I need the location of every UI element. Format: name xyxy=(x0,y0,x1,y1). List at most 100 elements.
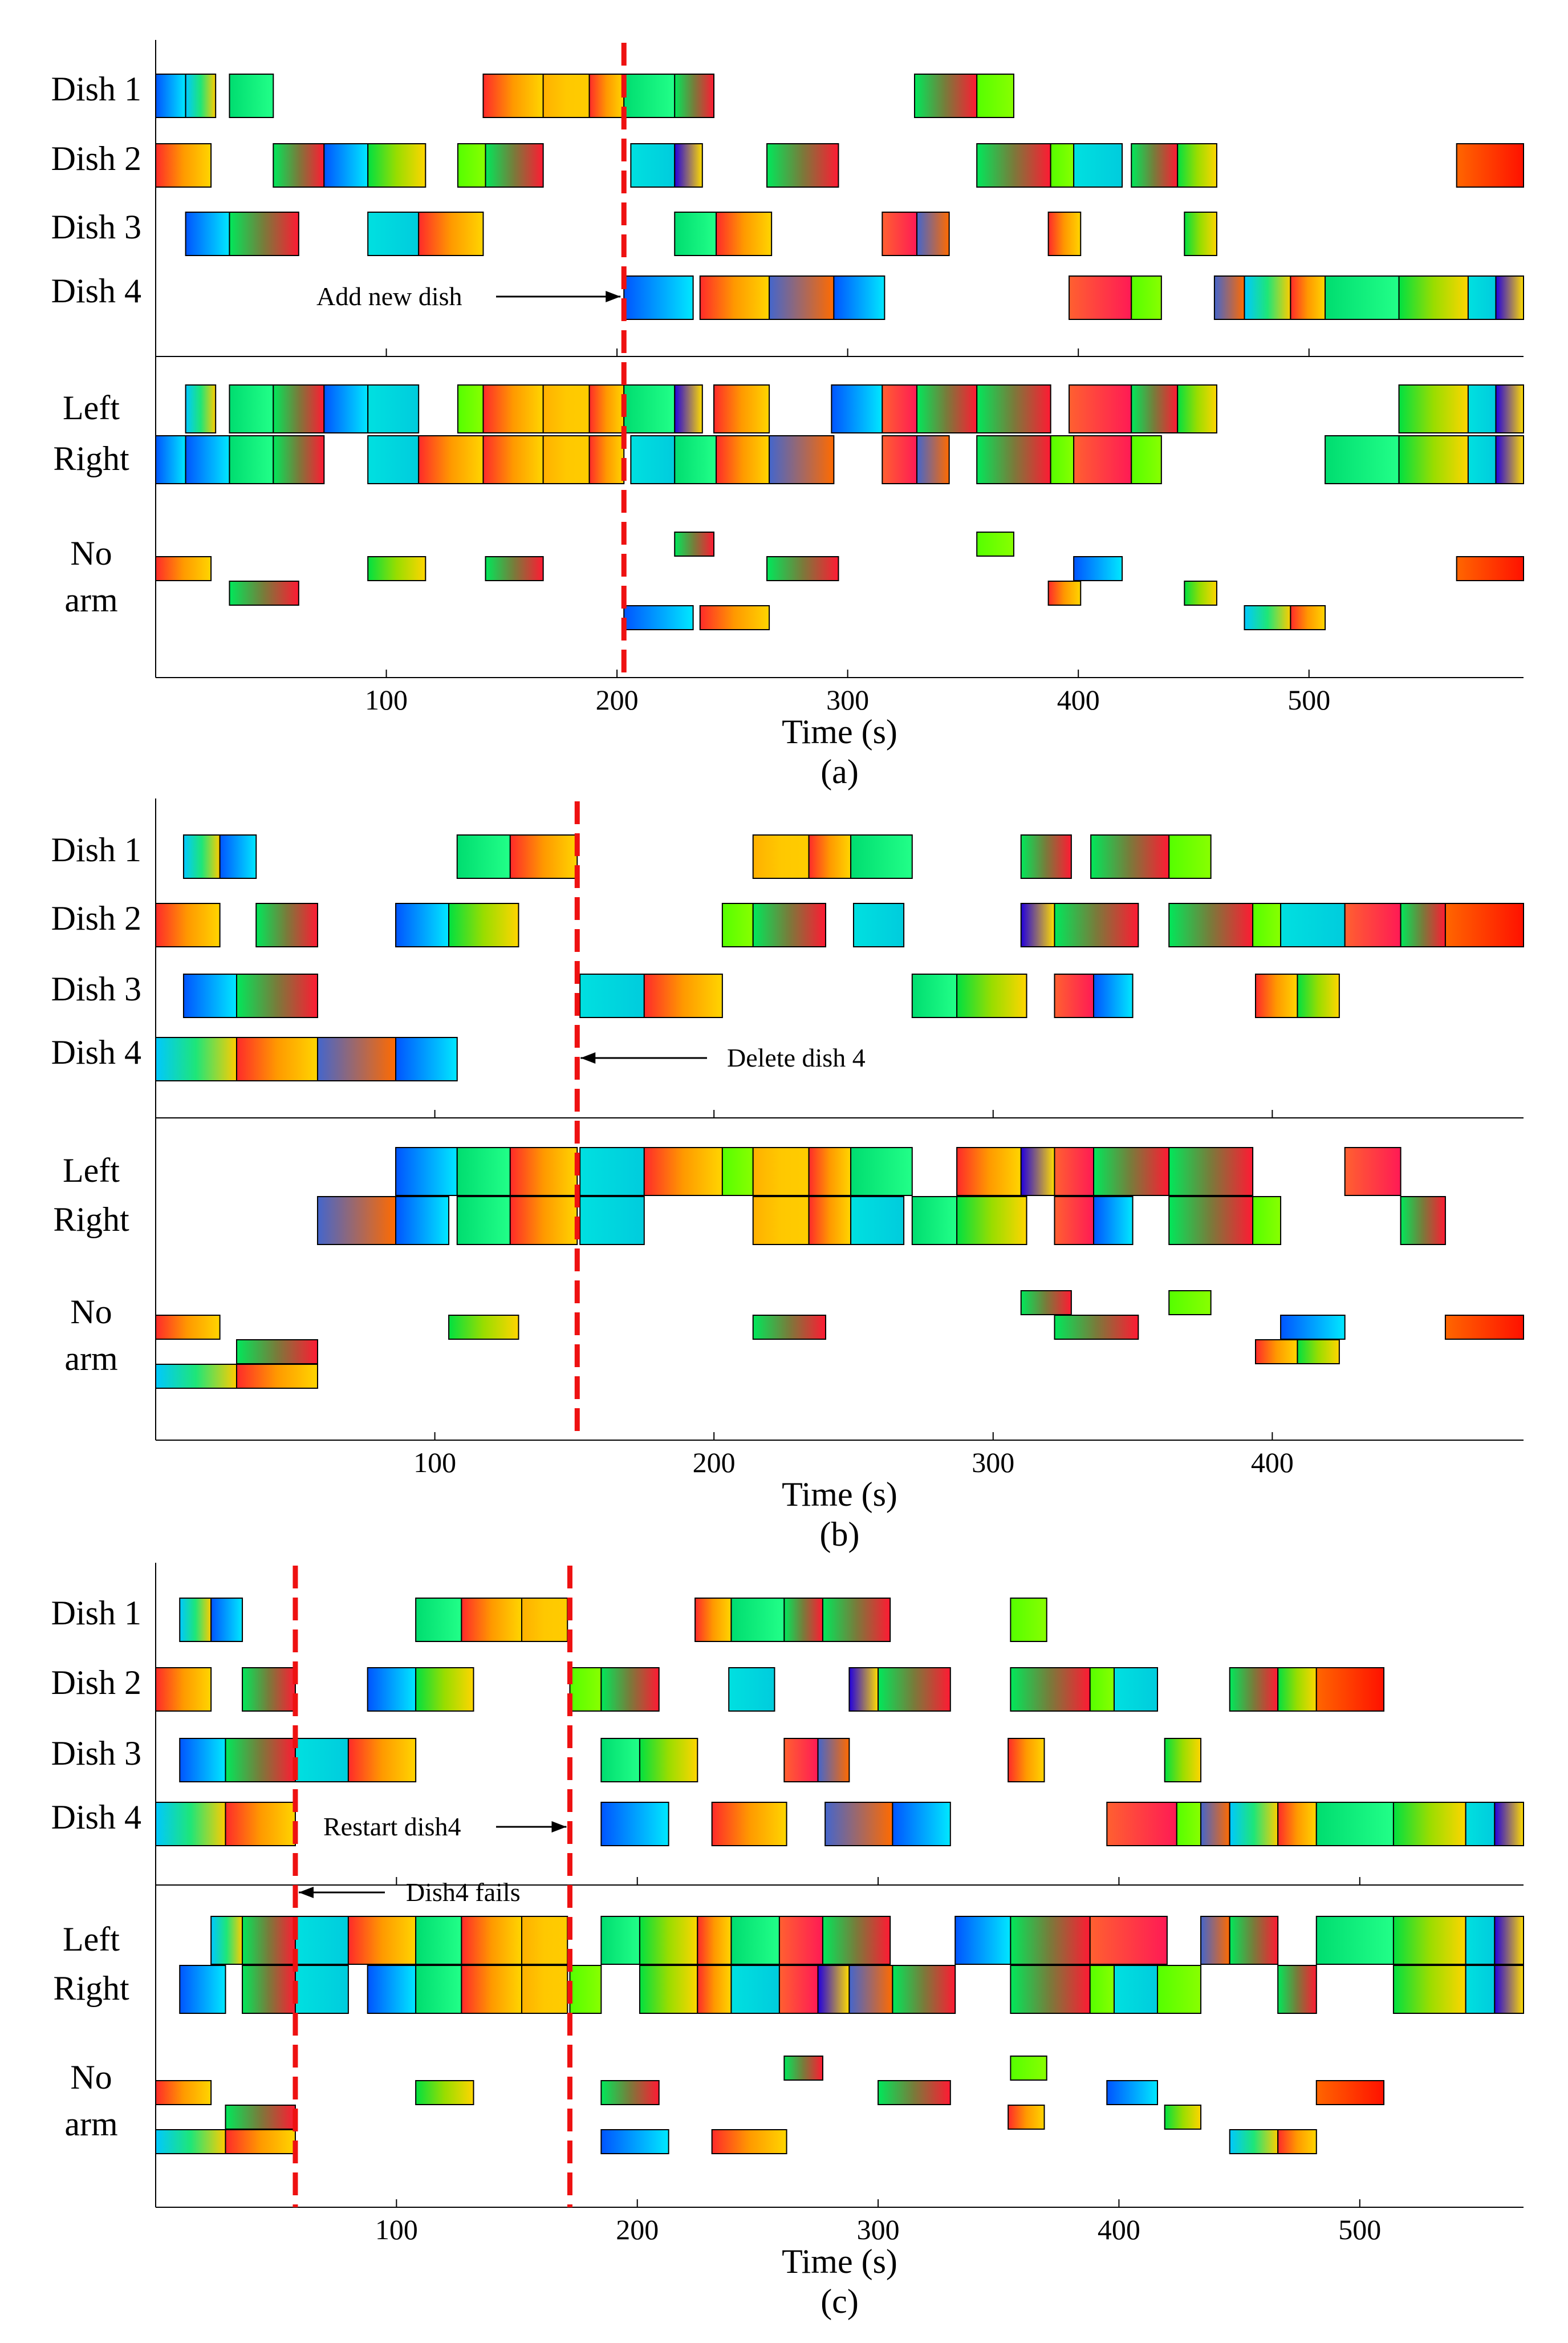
dish-2-bar xyxy=(1113,1667,1159,1712)
dish-4-bar xyxy=(1465,1802,1496,1846)
right-arm-bar xyxy=(911,1196,958,1245)
right-arm-bar xyxy=(1010,1965,1091,2014)
annotation-delete-dish-4: Delete dish 4 xyxy=(727,1043,866,1072)
dish-4-bar xyxy=(225,1802,296,1846)
dish-1-bar xyxy=(730,1598,785,1642)
no-arm-bar xyxy=(1054,1315,1139,1340)
row-label-dish-4: Dish 4 xyxy=(51,272,141,310)
dish-2-bar xyxy=(242,1667,296,1712)
left-arm-bar xyxy=(639,1916,698,1965)
dish-2-bar xyxy=(1020,903,1055,947)
left-arm-bar xyxy=(752,1147,810,1196)
left-arm-bar xyxy=(521,1916,568,1965)
dish-3-bar xyxy=(882,212,918,256)
dish-1-bar xyxy=(1020,834,1072,879)
dish-3-bar xyxy=(294,1738,349,1782)
dish-1-bar xyxy=(542,74,590,118)
right-arm-bar xyxy=(956,1196,1027,1245)
left-arm-bar xyxy=(822,1916,891,1965)
right-arm-bar xyxy=(569,1965,602,2014)
left-arm-bar xyxy=(579,1147,645,1196)
left-arm-bar xyxy=(457,384,484,433)
right-arm-bar xyxy=(892,1965,956,2014)
left-arm-bar xyxy=(1495,384,1524,433)
right-arm-bar xyxy=(697,1965,732,2014)
annotation-arrow-head xyxy=(606,291,621,302)
right-arm-bar xyxy=(1131,435,1162,484)
right-arm-bar xyxy=(1252,1196,1282,1245)
dish-1-bar xyxy=(694,1598,732,1642)
dish-1-bar xyxy=(783,1598,823,1642)
right-arm-bar xyxy=(482,435,544,484)
no-arm-bar xyxy=(878,2080,951,2105)
dish-3-bar xyxy=(235,974,318,1018)
panel-c: Dish 1 Dish 2 Dish 3 Dish 4 Left Right No arm 10… xyxy=(51,1563,1524,2320)
left-arm-bar xyxy=(1010,1916,1091,1965)
left-arm-bar xyxy=(323,384,369,433)
dish-1-bar xyxy=(822,1598,891,1642)
dish-3-bar xyxy=(1008,1738,1045,1782)
dish-4-bar xyxy=(892,1802,951,1846)
right-arm-bar xyxy=(808,1196,852,1245)
dish-1-bar xyxy=(674,74,715,118)
no-arm-bar xyxy=(235,1364,318,1389)
left-arm-bar xyxy=(1177,384,1217,433)
left-arm-bar xyxy=(730,1916,780,1965)
row-label-dish-1: Dish 1 xyxy=(51,831,141,869)
no-arm-bar xyxy=(155,556,212,581)
left-arm-bar xyxy=(273,384,325,433)
right-arm-bar xyxy=(916,435,950,484)
right-arm-bar xyxy=(542,435,590,484)
dish-2-bar xyxy=(457,143,486,188)
dish-2-bar xyxy=(1168,903,1254,947)
dish-3-bar xyxy=(367,212,420,256)
dish-3-bar xyxy=(579,974,645,1018)
dish-3-bar xyxy=(817,1738,850,1782)
dish-4-bar xyxy=(824,1802,893,1846)
dish-1-bar xyxy=(456,834,511,879)
dish-4-bar xyxy=(1229,1802,1279,1846)
no-arm-bar xyxy=(367,556,426,581)
dish-4-bar xyxy=(1315,1802,1394,1846)
right-arm-bar xyxy=(1157,1965,1202,2014)
dish-2-bar xyxy=(1054,903,1139,947)
arm-label-right: Right xyxy=(53,1201,129,1238)
no-arm-bar xyxy=(1254,1339,1298,1364)
no-arm-bar xyxy=(600,2080,660,2105)
dish-2-bar xyxy=(1073,143,1123,188)
dish-4-bar xyxy=(1325,275,1400,320)
no-arm-bar xyxy=(600,2129,669,2154)
left-arm-bar xyxy=(347,1916,417,1965)
dish-4-bar xyxy=(711,1802,787,1846)
left-arm-bar xyxy=(916,384,978,433)
dish-4-bar xyxy=(1495,275,1524,320)
dish-1-bar xyxy=(913,74,978,118)
left-arm-bar xyxy=(831,384,883,433)
right-arm-bar xyxy=(461,1965,522,2014)
dish-1-bar xyxy=(752,834,810,879)
no-arm-bar xyxy=(235,1339,318,1364)
right-arm-bar xyxy=(1325,435,1400,484)
x-tick-label: 100 xyxy=(365,684,408,716)
dish-3-bar xyxy=(1093,974,1134,1018)
left-arm-bar xyxy=(697,1916,732,1965)
row-label-dish-2: Dish 2 xyxy=(51,1664,141,1701)
arm-label-right: Right xyxy=(53,1969,129,2007)
no-arm-bar xyxy=(1184,581,1217,606)
left-arm-bar xyxy=(1229,1916,1279,1965)
left-arm-bar xyxy=(185,384,217,433)
dish-3-bar xyxy=(1047,212,1082,256)
no-arm-bar xyxy=(766,556,839,581)
right-arm-bar xyxy=(294,1965,349,2014)
no-arm-bar xyxy=(1073,556,1123,581)
no-arm-bar xyxy=(1229,2129,1279,2154)
no-arm-label-2: arm xyxy=(64,1340,117,1377)
right-arm-bar xyxy=(976,435,1051,484)
dish-2-bar xyxy=(155,143,212,188)
dish-3-bar xyxy=(418,212,484,256)
arm-label-left: Left xyxy=(63,1152,120,1189)
x-tick-label: 200 xyxy=(616,2214,659,2245)
dish-1-bar xyxy=(1010,1598,1047,1642)
dish-1-bar xyxy=(482,74,544,118)
